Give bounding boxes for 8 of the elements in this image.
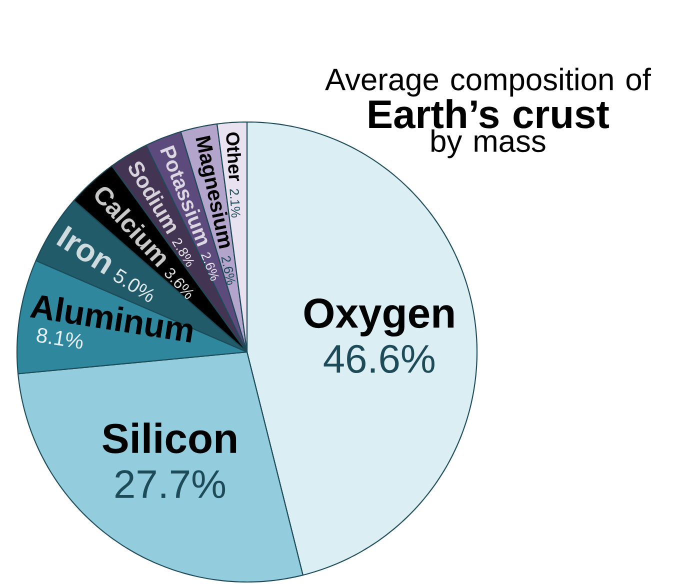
data-label: 2.6% xyxy=(200,252,219,281)
data-label: 46.6% xyxy=(324,344,434,374)
chart-title: Average composition of Earth’s crust by mass xyxy=(325,68,651,158)
data-label: 27.7% xyxy=(116,470,226,498)
slice-label: Silicon xyxy=(102,422,236,454)
slice-label: Oxygen xyxy=(304,298,454,337)
data-label: 2.6% xyxy=(221,256,236,285)
data-label: 2.1% xyxy=(230,188,240,218)
